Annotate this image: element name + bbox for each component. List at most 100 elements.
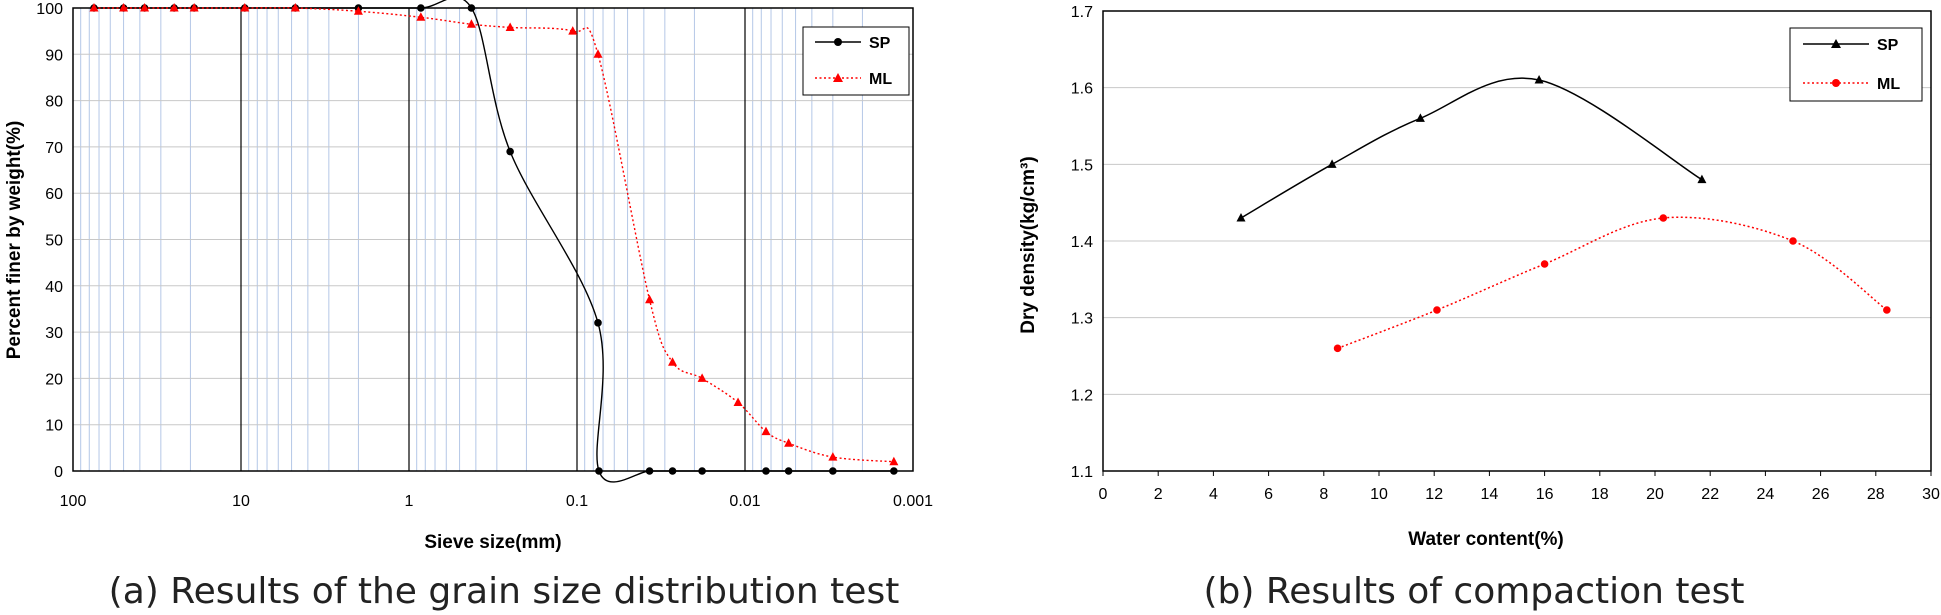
- legend-ml-label: ML: [869, 71, 892, 88]
- y-tick-label: 60: [45, 186, 63, 203]
- data-point-sp: [1327, 159, 1337, 168]
- legend-ml-label: ML: [1877, 76, 1900, 93]
- y-tick-label: 100: [36, 1, 63, 18]
- data-point-sp: [1697, 174, 1707, 184]
- legend-sp-label: SP: [869, 35, 891, 52]
- x-tick-label: 14: [1481, 486, 1499, 503]
- data-point-ml: [784, 438, 794, 447]
- series-layer: [89, 0, 899, 483]
- x-tick-label: 26: [1812, 486, 1830, 503]
- y-tick-label: 90: [45, 47, 63, 64]
- x-tick-label: 24: [1757, 486, 1775, 503]
- data-point-ml: [505, 22, 515, 31]
- x-tick-label: 10: [1370, 486, 1388, 503]
- compaction-chart: 1.11.21.31.41.51.61.70 2 4 6 8 10 12 14 16 18 20 22…: [1018, 4, 1940, 612]
- data-point-ml: [1540, 260, 1549, 268]
- y-axis-label: Percent finer by weight(%): [4, 121, 25, 360]
- data-point-ml: [828, 452, 838, 461]
- data-point-sp: [762, 467, 770, 475]
- x-tick-label: 0.1: [566, 493, 588, 510]
- x-tick-label: 4: [1209, 486, 1218, 503]
- plot-area-border: [72, 7, 914, 472]
- legend-box: [1789, 27, 1923, 102]
- data-point-sp: [1236, 213, 1246, 222]
- data-point-sp: [506, 147, 514, 156]
- x-tick-label: 18: [1591, 486, 1609, 503]
- data-point-ml: [1883, 306, 1891, 314]
- y-tick-label: 1.7: [1071, 4, 1093, 21]
- grain-size-chart: 0 10 20 30 40 50 60 70 80 90 100 100 10 1 0.1 0.01 0.001…: [4, 0, 933, 612]
- x-tick-label: 2: [1154, 486, 1163, 503]
- x-tick-label: 8: [1319, 486, 1328, 503]
- x-tick-label: 0.001: [893, 493, 933, 510]
- y-tick-label: 1.4: [1071, 234, 1093, 251]
- x-tick-label: 22: [1701, 486, 1719, 503]
- x-tick-label: 0.01: [729, 493, 760, 510]
- x-axis-label: Sieve size(mm): [424, 532, 561, 553]
- data-point-sp: [594, 319, 602, 327]
- data-point-ml: [240, 3, 250, 12]
- data-point-sp: [1534, 75, 1544, 84]
- series-line-ml: [93, 7, 894, 463]
- data-point-ml: [668, 357, 678, 366]
- data-point-sp: [645, 467, 654, 475]
- data-point-ml: [1433, 306, 1441, 314]
- x-tick-label: 28: [1867, 486, 1885, 503]
- y-tick-label: 1.3: [1071, 311, 1093, 328]
- legend-sp-marker: [834, 38, 842, 46]
- data-point-ml: [889, 456, 899, 466]
- series-layer: [1236, 75, 1891, 353]
- x-tick-label: 30: [1922, 486, 1940, 503]
- caption-a: (a) Results of the grain size distributi…: [109, 571, 900, 612]
- legend-sp-label: SP: [1877, 37, 1899, 54]
- x-tick-label: 0: [1099, 486, 1108, 503]
- data-point-sp: [784, 467, 793, 475]
- y-tick-label: 80: [45, 94, 63, 111]
- data-point-sp: [595, 467, 603, 475]
- data-point-ml: [1333, 344, 1342, 353]
- data-point-sp: [417, 4, 425, 12]
- axis-ticks: 1.11.21.31.41.51.61.70 2 4 6 8 10 12 14 16 18 20 22…: [1071, 4, 1940, 503]
- series-line-sp: [93, 0, 894, 483]
- x-axis-label: Water content(%): [1408, 529, 1564, 550]
- x-tick-label: 6: [1264, 486, 1273, 503]
- x-tick-label: 1: [405, 493, 414, 510]
- data-point-sp: [890, 467, 898, 475]
- data-point-sp: [698, 467, 706, 475]
- data-point-ml: [697, 373, 707, 382]
- plot-area-border: [1102, 10, 1932, 472]
- caption-b: (b) Results of compaction test: [1203, 571, 1744, 612]
- data-point-ml: [169, 3, 179, 12]
- y-axis-label: Dry density(kg/cm³): [1018, 156, 1039, 333]
- grid: [1103, 87, 1931, 395]
- y-tick-label: 30: [45, 325, 63, 342]
- data-point-ml: [1789, 237, 1797, 245]
- data-point-ml: [89, 3, 99, 12]
- data-point-ml: [761, 426, 771, 436]
- data-point-ml: [645, 294, 655, 304]
- y-tick-label: 10: [45, 418, 63, 435]
- y-tick-label: 1.1: [1071, 464, 1093, 481]
- legend: SP ML: [802, 26, 910, 96]
- data-point-ml: [140, 3, 150, 12]
- x-tick-label: 100: [60, 493, 87, 510]
- legend-ml-marker: [833, 73, 843, 82]
- series-line-ml: [1337, 216, 1888, 350]
- data-point-ml: [733, 397, 743, 406]
- y-tick-label: 1.5: [1071, 157, 1093, 174]
- data-point-ml: [353, 6, 363, 15]
- axis-ticks: 0 10 20 30 40 50 60 70 80 90 100 100 10 1 0.1 0.01 0.001: [36, 1, 933, 510]
- data-point-ml: [1659, 214, 1668, 222]
- x-tick-label: 10: [232, 493, 250, 510]
- data-point-ml: [466, 19, 476, 28]
- legend: SP ML: [1789, 27, 1923, 102]
- y-tick-label: 70: [45, 140, 63, 157]
- y-tick-label: 50: [45, 233, 63, 250]
- y-tick-label: 1.2: [1071, 387, 1093, 404]
- data-point-ml: [119, 3, 129, 12]
- series-line-sp: [1240, 77, 1703, 219]
- y-tick-label: 1.6: [1071, 81, 1093, 98]
- data-point-sp: [467, 4, 476, 12]
- legend-sp-marker: [1831, 39, 1841, 48]
